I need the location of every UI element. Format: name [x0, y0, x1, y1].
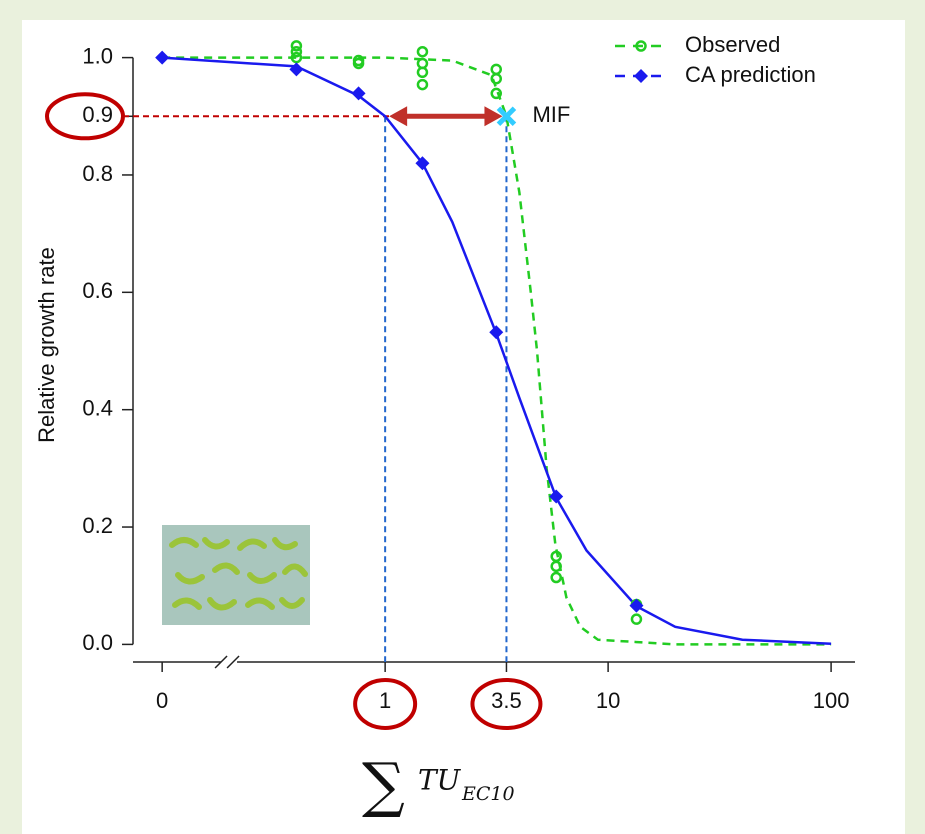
y-tick-label: 0.6 [82, 278, 113, 303]
y-tick-label: 0.0 [82, 630, 113, 655]
highlight-circle [470, 678, 543, 730]
x-axis-label: ∑ TU EC10 [362, 751, 515, 821]
point [290, 51, 303, 64]
x-tick-label: 10 [596, 688, 620, 713]
legend-item: Observed [615, 32, 780, 57]
x-tick-label: 1 [379, 688, 391, 713]
x-tick-label: 0 [156, 688, 168, 713]
axis-break [214, 655, 240, 669]
point [290, 40, 303, 52]
legend-label: CA prediction [685, 62, 816, 87]
point [489, 325, 504, 340]
legend-label: Observed [685, 32, 780, 57]
point [635, 40, 647, 52]
point [550, 560, 562, 573]
point [351, 86, 366, 101]
x-tick-label: 3.5 [491, 688, 522, 713]
legend-item: CA prediction [615, 62, 816, 87]
point [416, 78, 429, 91]
y-axis-label: Relative growth rate [34, 247, 59, 443]
mif-marker [496, 106, 517, 127]
point [290, 45, 303, 58]
x-label-main: TU [418, 764, 462, 797]
y-tick-label: 0.4 [82, 395, 113, 420]
x-tick-label: 100 [813, 688, 850, 713]
point [352, 57, 365, 70]
x-label-symbol: ∑ [362, 751, 405, 821]
panel [22, 20, 905, 834]
point [415, 156, 430, 171]
point [490, 87, 502, 100]
point [490, 72, 502, 85]
y-tick-label: 0.9 [82, 102, 113, 127]
inset-image [162, 525, 310, 625]
point [416, 66, 429, 79]
y-tick-label: 0.2 [82, 513, 113, 538]
point [630, 613, 643, 625]
point [550, 571, 562, 584]
y-tick-label: 0.8 [82, 161, 113, 186]
mif-label: MIF [532, 102, 570, 127]
point [549, 489, 564, 504]
highlight-circle [353, 678, 418, 730]
point [155, 50, 170, 65]
point [289, 62, 304, 77]
point [634, 69, 648, 83]
point [416, 45, 429, 58]
x-label-sub: EC10 [461, 783, 515, 805]
fit-line [162, 56, 832, 646]
y-tick-label: 1.0 [82, 43, 113, 68]
point [629, 598, 644, 613]
